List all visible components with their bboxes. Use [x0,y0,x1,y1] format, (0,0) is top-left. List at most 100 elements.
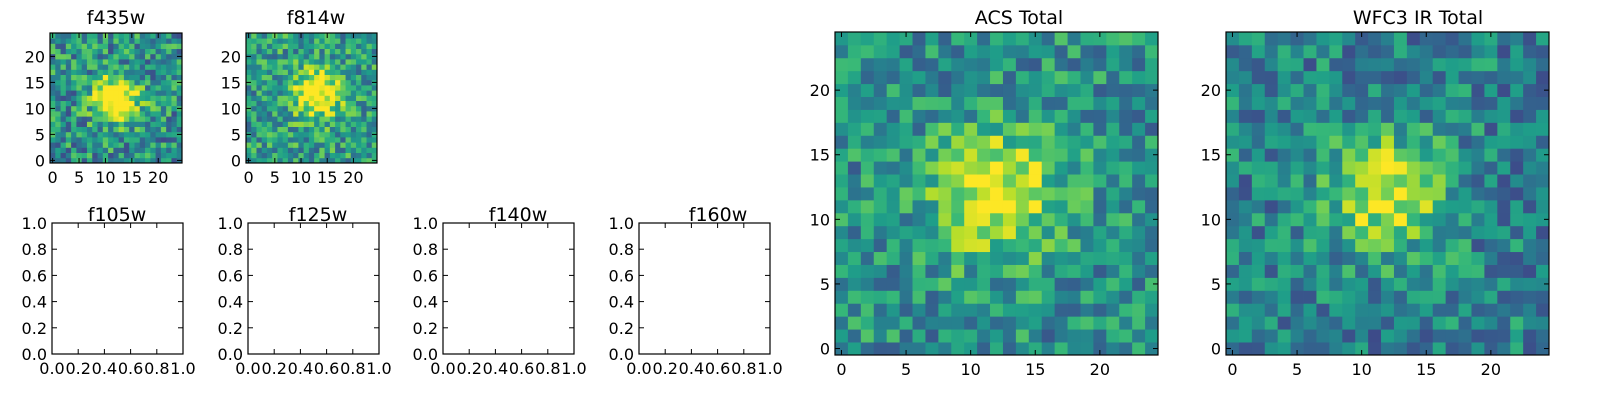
heatmap-cell [287,33,294,39]
heatmap-cell [1145,161,1159,175]
heatmap-cell [1406,122,1421,136]
heatmap-cell [134,131,141,138]
heatmap-cell [1226,290,1240,304]
heatmap-cell [1484,148,1498,162]
heatmap-cell [272,147,278,153]
heatmap-cell [102,53,109,60]
heatmap-cell [81,38,88,44]
heatmap-cell [951,277,965,291]
heatmap-cell [251,111,257,117]
heatmap-cell [329,147,336,153]
heatmap-cell [1419,238,1434,253]
heatmap-cell [366,90,373,96]
heatmap-cell [361,85,367,91]
heatmap-cell [847,342,862,356]
heatmap-cell [1419,109,1434,123]
heatmap-cell [1264,109,1279,123]
heatmap-cell [139,121,146,127]
heatmap-cell [50,95,56,101]
heatmap-cell [977,174,991,188]
heatmap-cell [340,53,346,60]
heatmap-cell [847,44,862,59]
heatmap-cell [113,147,120,153]
heatmap-cell [251,53,257,60]
heatmap-cell [150,90,156,96]
heatmap-cell [277,79,284,86]
heatmap-cell [951,329,965,343]
heatmap-cell [55,85,61,91]
heatmap-cell [1015,290,1030,304]
heatmap-cell [1226,148,1240,162]
heatmap-cell [886,290,900,304]
y-tick-label: 0.8 [22,240,47,259]
heatmap-cell [1316,329,1330,343]
heatmap-cell [356,48,362,55]
heatmap-cell [1342,161,1356,175]
heatmap-cell [1432,148,1447,162]
heatmap-cell [1419,303,1434,317]
heatmap-cell [938,161,952,175]
heatmap-cell [335,157,341,164]
heatmap-cell [873,303,888,317]
y-tick-label: 0.0 [218,345,243,364]
heatmap-cell [113,90,120,96]
heatmap-cell [1054,316,1068,330]
heatmap-cell [166,85,172,91]
heatmap-cell [1067,135,1081,149]
heatmap-cell [97,33,104,39]
heatmap-cell [81,142,88,148]
heatmap-cell [71,121,77,127]
heatmap-cell [314,152,320,159]
heatmap-cell [329,137,336,143]
heatmap-cell [308,69,315,75]
heatmap-cell [155,38,162,44]
heatmap-cell [97,111,104,117]
heatmap-cell [287,53,294,60]
heatmap-cell [266,38,273,44]
heatmap-cell [71,48,77,55]
heatmap-cell [1471,148,1485,162]
heatmap-cell [361,59,367,65]
heatmap-cell [324,116,331,122]
heatmap-cell [319,90,325,96]
heatmap-cell [1238,161,1253,175]
heatmap-cell [123,48,130,55]
heatmap-cell [139,38,146,44]
heatmap-cell [1041,187,1056,201]
heatmap-cell [129,48,135,55]
heatmap-cell [1393,225,1408,240]
heatmap-cell [50,64,56,70]
heatmap-cell [251,64,257,70]
heatmap-cell [76,74,83,81]
heatmap-cell [118,105,125,112]
heatmap-cell [938,70,952,85]
heatmap-cell [366,33,373,39]
heatmap-cell [1342,199,1356,214]
heatmap-cell [166,90,172,96]
heatmap-cell [308,48,315,55]
heatmap-cell [246,69,252,75]
heatmap-cell [314,74,320,81]
heatmap-cell [1471,251,1485,265]
heatmap-cell [1497,174,1511,188]
heatmap-cell [951,264,965,278]
heatmap-cell [102,100,109,107]
heatmap-cell [329,111,336,117]
heatmap-cell [1458,32,1472,46]
heatmap-cell [176,85,183,91]
heatmap-cell [1419,96,1434,110]
heatmap-cell [1093,32,1107,46]
heatmap-cell [1080,264,1094,278]
heatmap-cell [1080,303,1094,317]
heatmap-cell [261,157,268,164]
heatmap-cell [1226,329,1240,343]
heatmap-cell [1106,57,1120,72]
heatmap-cell [1432,57,1447,72]
heatmap-cell [71,100,77,107]
heatmap-cell [166,121,172,127]
heatmap-cell [298,126,305,133]
heatmap-cell [1226,83,1240,97]
heatmap-cell [350,43,357,49]
heatmap-cell [340,137,346,143]
heatmap-cell [60,85,67,91]
